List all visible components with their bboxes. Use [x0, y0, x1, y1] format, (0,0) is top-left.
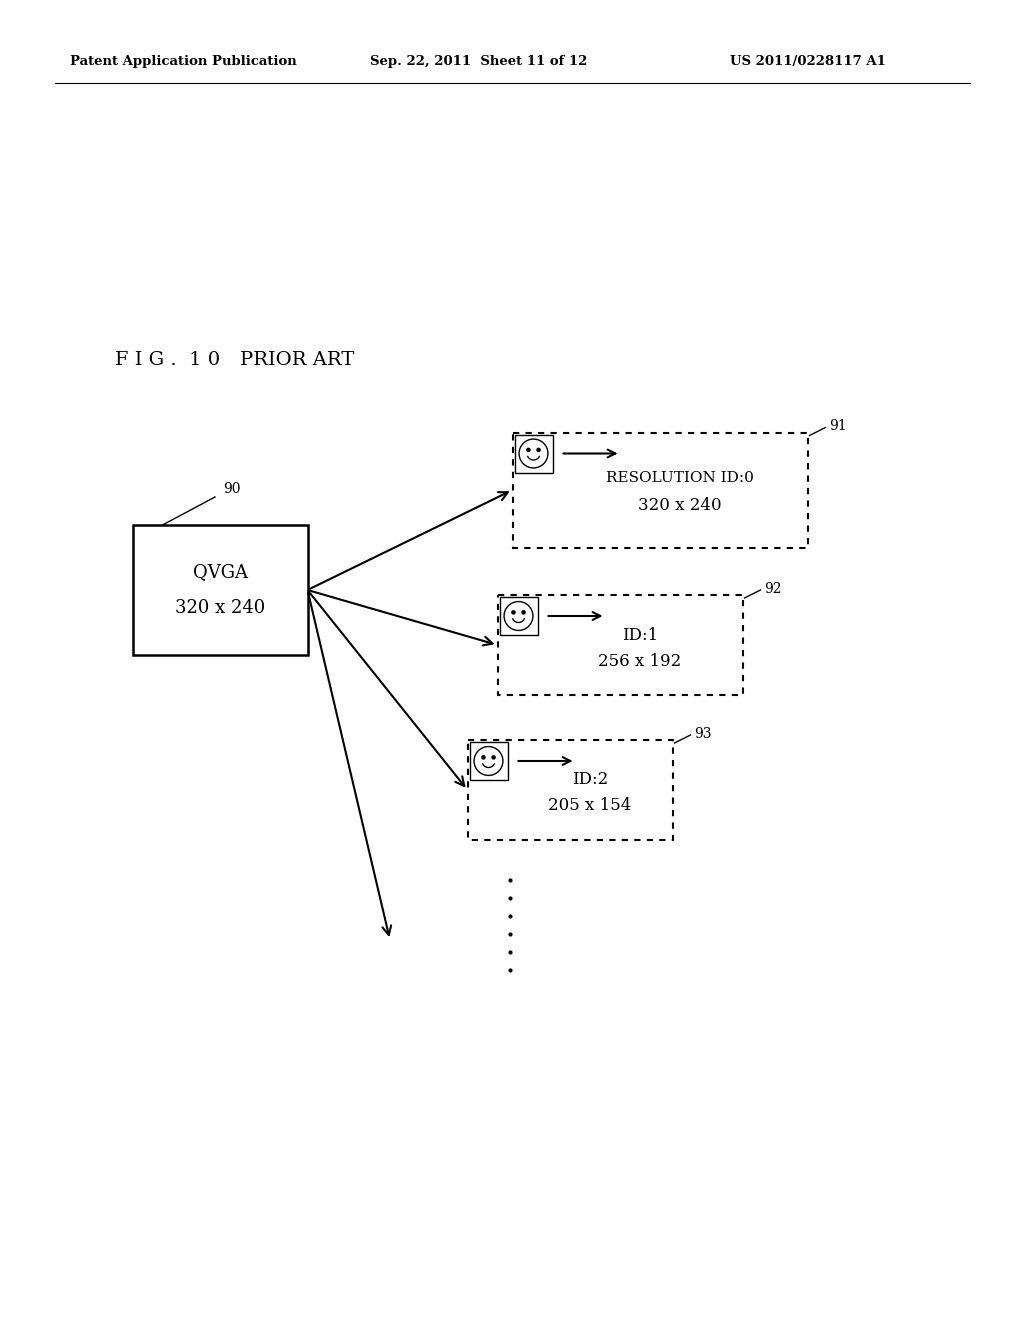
Bar	[468, 741, 673, 840]
Bar	[512, 433, 808, 548]
Text: 93: 93	[693, 727, 712, 741]
Text: Patent Application Publication: Patent Application Publication	[70, 55, 297, 69]
Text: 90: 90	[223, 482, 241, 496]
Circle shape	[537, 447, 541, 453]
Text: 92: 92	[764, 582, 781, 597]
Circle shape	[521, 610, 526, 615]
Text: F I G .  1 0: F I G . 1 0	[115, 351, 220, 370]
Text: QVGA: QVGA	[193, 564, 248, 581]
Circle shape	[511, 610, 516, 615]
Text: US 2011/0228117 A1: US 2011/0228117 A1	[730, 55, 886, 69]
Text: 256 x 192: 256 x 192	[598, 652, 682, 669]
Circle shape	[481, 755, 485, 760]
Bar	[469, 742, 508, 780]
Circle shape	[526, 447, 530, 453]
Bar	[514, 434, 553, 473]
Text: Sep. 22, 2011  Sheet 11 of 12: Sep. 22, 2011 Sheet 11 of 12	[370, 55, 588, 69]
Bar	[132, 525, 307, 655]
Text: RESOLUTION ID:0: RESOLUTION ID:0	[606, 471, 754, 484]
Text: 91: 91	[828, 420, 846, 433]
Text: 320 x 240: 320 x 240	[175, 599, 265, 616]
Circle shape	[492, 755, 496, 760]
Text: ID:2: ID:2	[571, 771, 608, 788]
Text: ID:1: ID:1	[622, 627, 658, 644]
Bar	[500, 597, 538, 635]
Text: PRIOR ART: PRIOR ART	[240, 351, 354, 370]
Bar	[498, 595, 742, 696]
Text: 320 x 240: 320 x 240	[638, 498, 722, 515]
Text: 205 x 154: 205 x 154	[548, 797, 632, 814]
